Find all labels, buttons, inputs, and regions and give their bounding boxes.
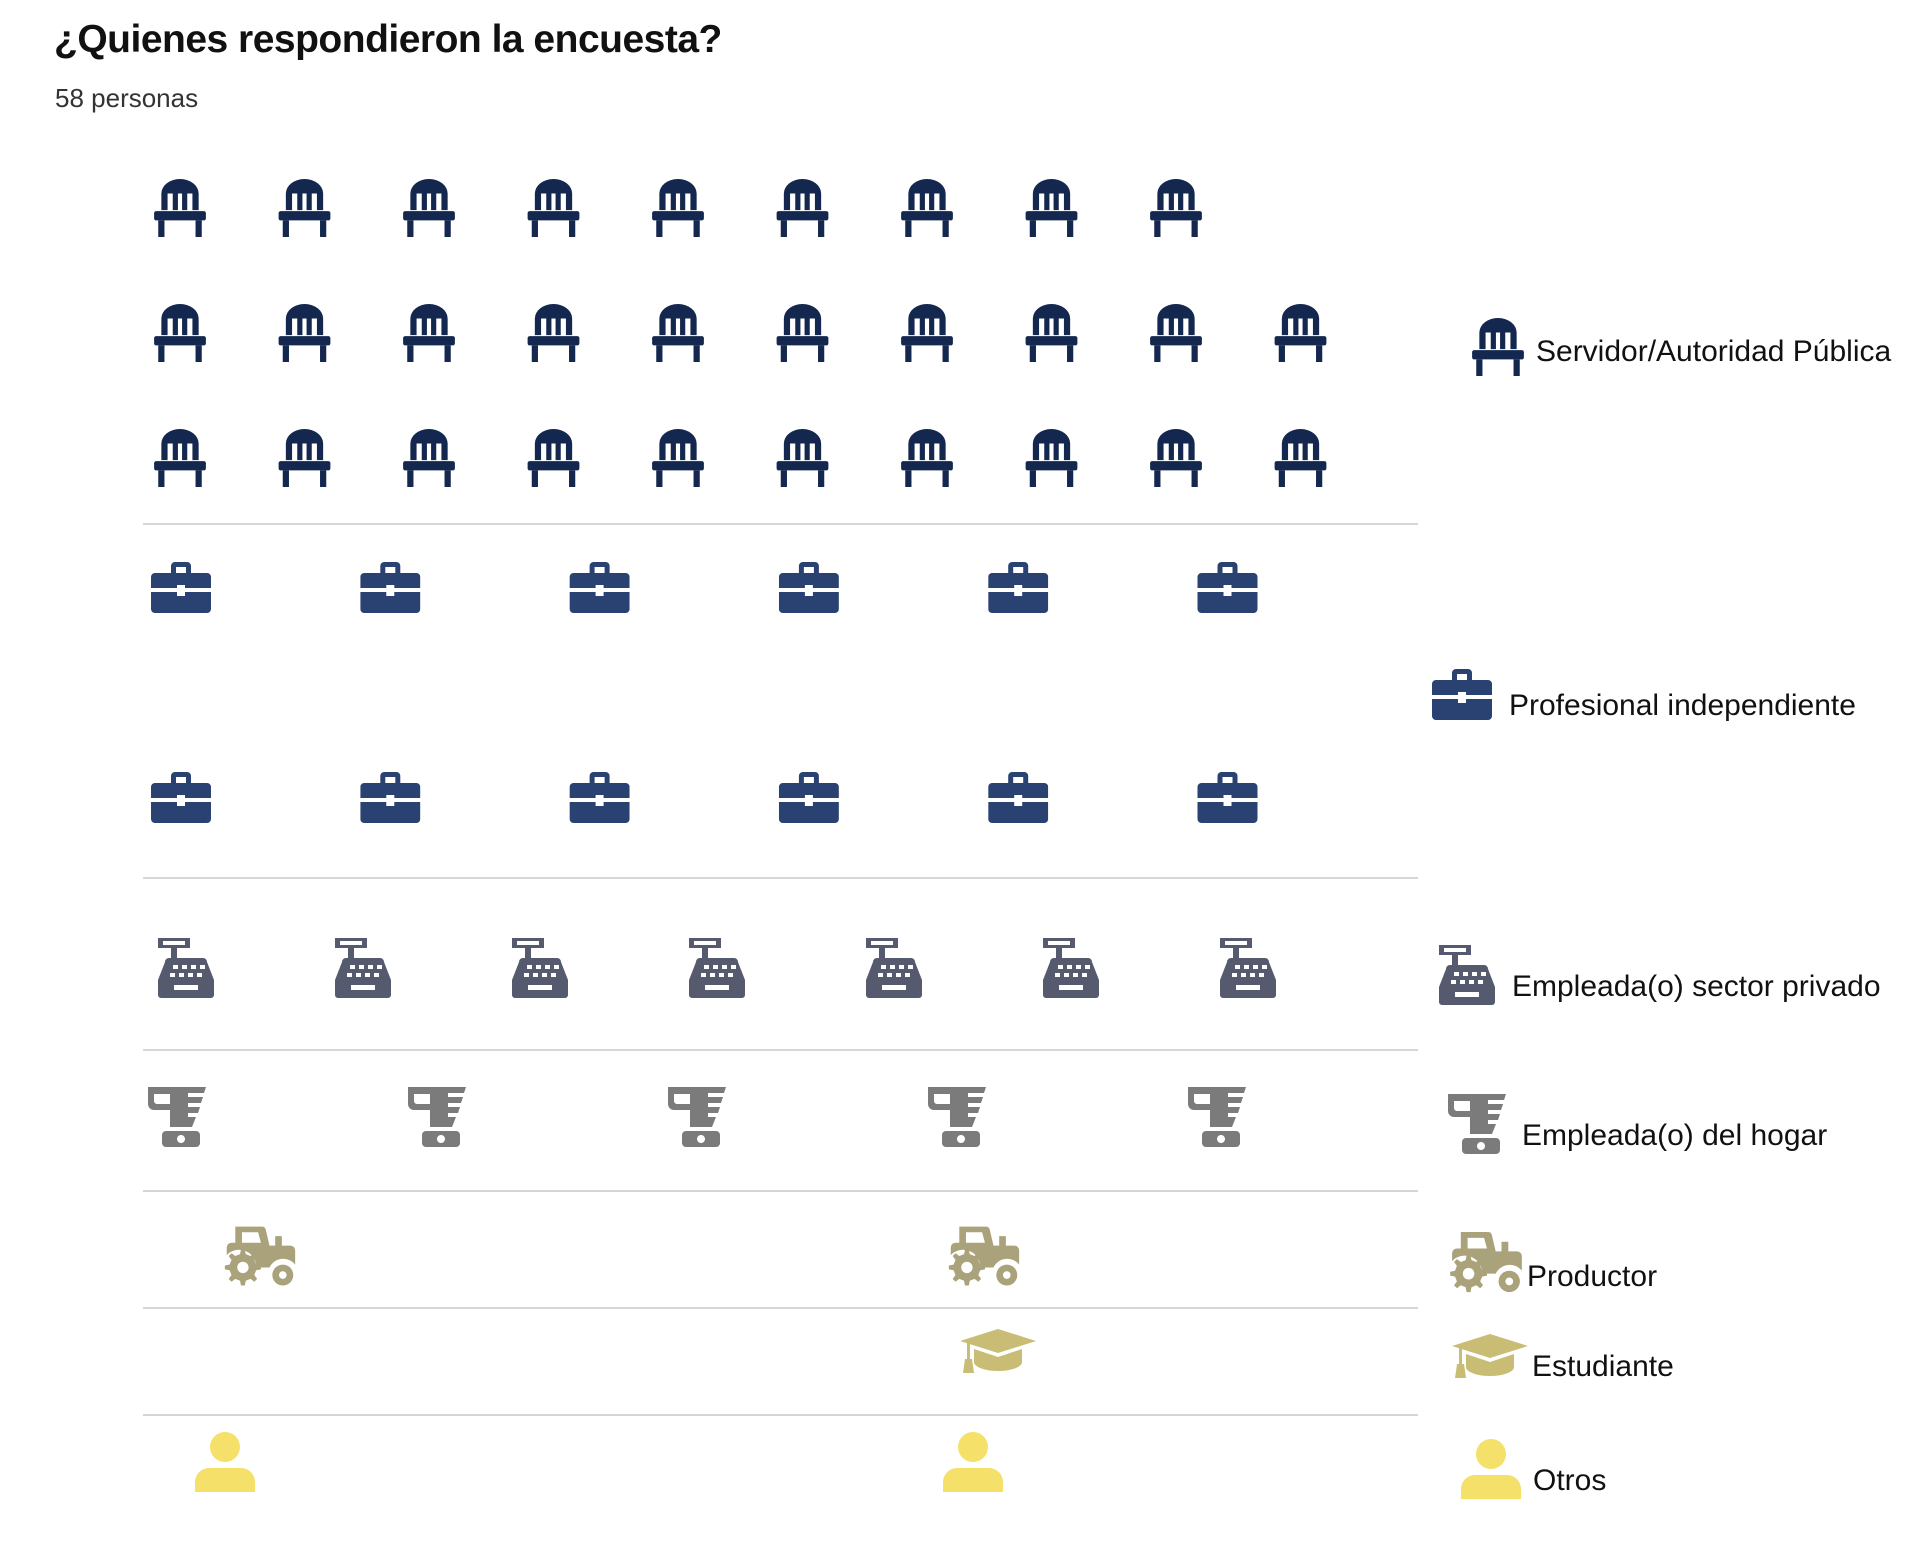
legend-user-icon (1461, 1439, 1521, 1499)
pictogram-unit-chair-icon (1025, 179, 1078, 237)
legend-graduation-cap-icon (1452, 1334, 1528, 1378)
pictogram-unit-chair-icon (278, 304, 331, 362)
pictogram-unit-graduation-cap-icon (960, 1329, 1036, 1373)
pictogram-unit-briefcase-icon (778, 562, 839, 613)
pictogram-unit-user-icon (943, 1432, 1003, 1492)
pictogram-unit-blender-icon (668, 1087, 726, 1147)
legend-label: Profesional independiente (1509, 689, 1856, 722)
pictogram-unit-briefcase-icon (569, 562, 630, 613)
pictogram-unit-tractor-icon (224, 1226, 296, 1286)
legend-label: Servidor/Autoridad Pública (1536, 335, 1892, 368)
pictogram-unit-chair-icon (1274, 429, 1327, 487)
pictogram-unit-chair-icon (527, 429, 580, 487)
pictogram-unit-chair-icon (776, 179, 829, 237)
pictogram-unit-chair-icon (901, 179, 953, 237)
pictogram-unit-chair-icon (652, 179, 704, 237)
pictogram-unit-chair-icon (1025, 429, 1078, 487)
pictogram-unit-user-icon (195, 1432, 255, 1492)
pictogram-unit-chair-icon (1274, 304, 1327, 362)
pictogram-unit-blender-icon (1188, 1087, 1246, 1147)
pictogram-unit-chair-icon (154, 179, 206, 237)
legend-briefcase-icon (1432, 669, 1492, 720)
pictogram-unit-cash-register-icon (158, 938, 214, 998)
pictogram-unit-chair-icon (776, 429, 829, 487)
pictogram-unit-chair-icon (154, 304, 206, 362)
pictogram-unit-chair-icon (652, 429, 704, 487)
pictogram-unit-chair-icon (527, 179, 580, 237)
legend-label: Otros (1533, 1464, 1606, 1497)
pictogram-unit-cash-register-icon (335, 938, 391, 998)
pictogram-unit-chair-icon (527, 304, 580, 362)
pictogram-unit-chair-icon (1150, 429, 1202, 487)
pictogram-unit-cash-register-icon (1220, 938, 1276, 998)
pictogram-unit-cash-register-icon (689, 938, 745, 998)
pictogram-unit-chair-icon (1150, 179, 1202, 237)
pictogram-unit-chair-icon (652, 304, 704, 362)
legend-label: Estudiante (1532, 1350, 1674, 1383)
pictogram-unit-briefcase-icon (1197, 562, 1258, 613)
legend-label: Empleada(o) sector privado (1512, 970, 1881, 1003)
pictogram-unit-chair-icon (1025, 304, 1078, 362)
pictogram-unit-briefcase-icon (988, 772, 1049, 823)
pictogram-unit-blender-icon (408, 1087, 466, 1147)
legend-blender-icon (1448, 1094, 1506, 1154)
chart-subtitle: 58 personas (55, 83, 199, 113)
pictogram-unit-tractor-icon (948, 1226, 1020, 1286)
pictogram-unit-cash-register-icon (1043, 938, 1099, 998)
legend-chair-icon (1472, 318, 1524, 376)
legend-label: Empleada(o) del hogar (1522, 1119, 1827, 1152)
pictogram-unit-chair-icon (403, 179, 455, 237)
pictogram-unit-briefcase-icon (360, 772, 421, 823)
pictogram-unit-briefcase-icon (360, 562, 421, 613)
pictogram-unit-chair-icon (278, 429, 331, 487)
pictogram-unit-cash-register-icon (866, 938, 922, 998)
pictogram-unit-blender-icon (928, 1087, 986, 1147)
pictogram-unit-chair-icon (901, 429, 953, 487)
pictogram-unit-cash-register-icon (512, 938, 568, 998)
legend-tractor-icon (1450, 1232, 1522, 1293)
legend-label: Productor (1527, 1260, 1657, 1293)
pictogram-unit-briefcase-icon (778, 772, 839, 823)
pictogram-unit-briefcase-icon (569, 772, 630, 823)
pictogram-unit-chair-icon (403, 429, 455, 487)
pictogram-unit-briefcase-icon (151, 772, 211, 823)
pictogram-unit-briefcase-icon (1197, 772, 1258, 823)
pictogram-unit-briefcase-icon (151, 562, 211, 613)
pictogram-unit-chair-icon (776, 304, 829, 362)
pictogram-unit-chair-icon (1150, 304, 1202, 362)
pictogram-unit-briefcase-icon (988, 562, 1049, 613)
pictogram-unit-chair-icon (901, 304, 953, 362)
pictogram-unit-chair-icon (278, 179, 331, 237)
pictogram-unit-chair-icon (154, 429, 206, 487)
legend-cash-register-icon (1439, 945, 1495, 1005)
pictogram-unit-chair-icon (403, 304, 455, 362)
chart-title: ¿Quienes respondieron la encuesta? (54, 18, 722, 61)
pictogram-unit-blender-icon (148, 1087, 206, 1147)
